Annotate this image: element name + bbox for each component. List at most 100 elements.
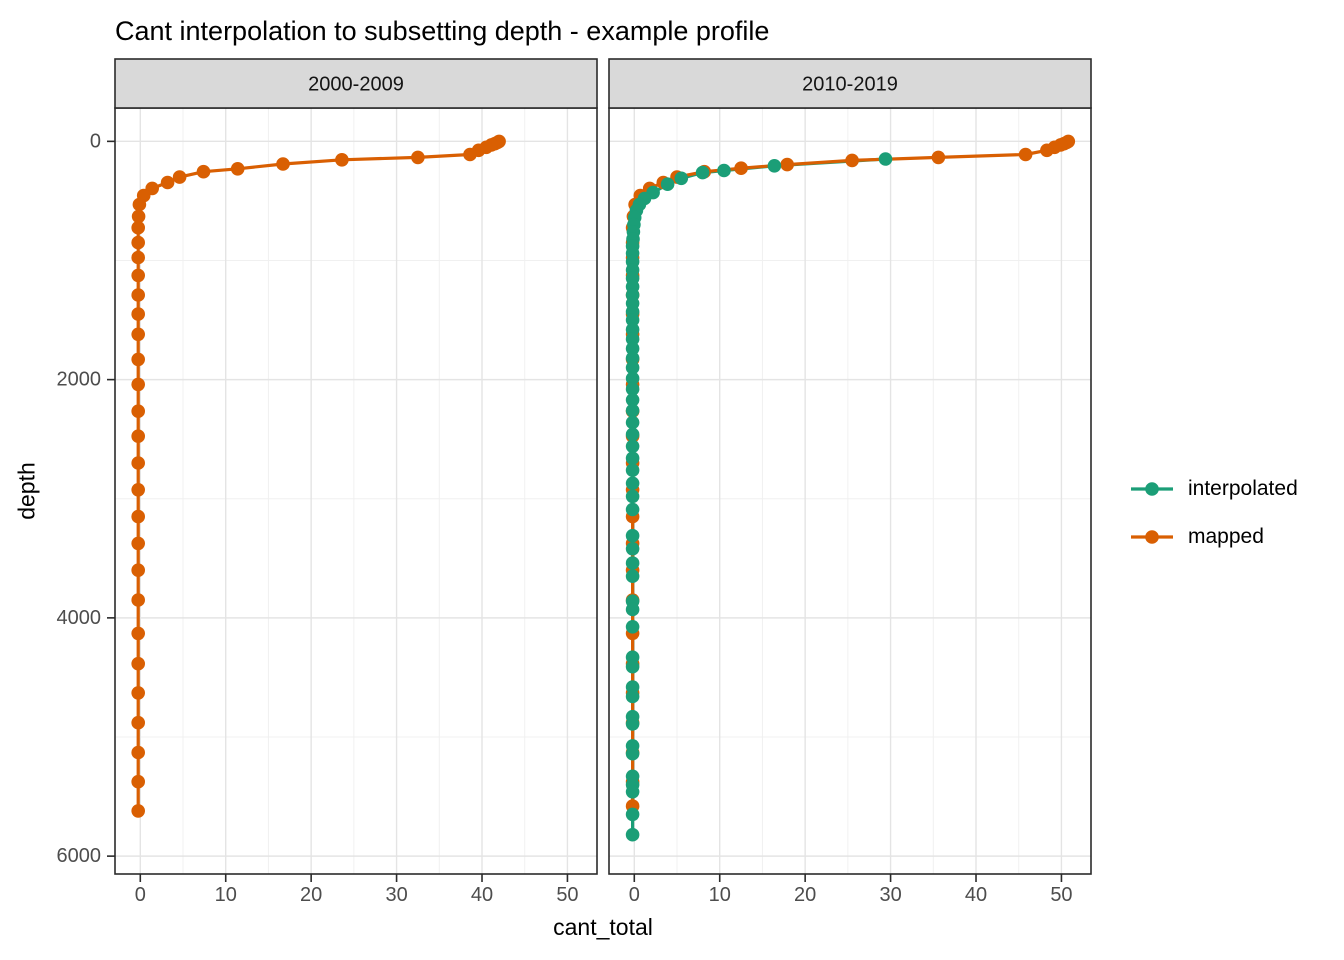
x-tick-label: 50	[1050, 884, 1072, 906]
data-point-mapped	[160, 175, 175, 190]
legend-label-interpolated: interpolated	[1188, 477, 1298, 500]
data-point-mapped	[132, 197, 147, 212]
x-tick-label: 20	[794, 884, 816, 906]
data-point-mapped	[131, 686, 145, 700]
data-point-interpolated	[625, 382, 640, 396]
data-point-mapped	[131, 250, 145, 265]
data-point-interpolated	[625, 427, 640, 442]
data-point-interpolated	[625, 502, 640, 517]
data-point-interpolated	[625, 680, 640, 694]
data-point-mapped	[131, 220, 145, 235]
data-point-mapped	[131, 429, 145, 444]
x-tick-label: 0	[135, 884, 146, 906]
data-point-mapped	[1018, 147, 1033, 162]
data-point-mapped	[131, 377, 145, 392]
data-point-interpolated	[767, 159, 782, 173]
data-point-mapped	[335, 153, 349, 167]
legend-key-interpolated-icon	[1131, 482, 1173, 496]
legend-entry-interpolated: interpolated	[1128, 465, 1298, 513]
data-point-interpolated	[625, 313, 640, 327]
data-point-interpolated	[717, 163, 731, 178]
data-point-mapped	[131, 235, 145, 250]
data-point-interpolated	[625, 322, 640, 337]
data-point-mapped	[131, 288, 145, 302]
data-point-mapped	[131, 774, 145, 789]
data-point-mapped	[131, 536, 145, 551]
x-tick-label: 0	[629, 884, 640, 906]
data-point-interpolated	[625, 393, 640, 407]
data-point-interpolated	[625, 569, 640, 583]
data-point-mapped	[780, 157, 794, 172]
data-point-interpolated	[625, 807, 640, 822]
y-tick-label: 4000	[57, 607, 102, 629]
data-point-interpolated	[625, 351, 640, 366]
data-point-mapped	[131, 656, 145, 671]
data-point-mapped	[734, 161, 748, 175]
legend: interpolated mapped	[1128, 465, 1298, 561]
data-point-mapped	[131, 268, 145, 283]
data-point-interpolated	[625, 717, 640, 731]
facet-strip	[608, 58, 1092, 109]
data-point-interpolated	[660, 177, 675, 191]
data-point-mapped	[411, 150, 425, 165]
data-point-mapped	[131, 404, 145, 419]
data-point-interpolated	[695, 165, 710, 180]
data-point-interpolated	[878, 152, 893, 166]
data-point-interpolated	[674, 171, 689, 186]
data-point-interpolated	[625, 332, 640, 346]
data-point-interpolated	[625, 659, 640, 674]
x-tick-label: 10	[709, 884, 731, 906]
data-point-interpolated	[625, 341, 640, 356]
data-point-interpolated	[625, 650, 640, 664]
data-point-mapped	[845, 153, 859, 168]
data-point-mapped	[131, 307, 145, 321]
data-point-interpolated	[625, 476, 640, 491]
y-tick-label: 2000	[57, 369, 102, 391]
y-axis-title: depth	[13, 462, 40, 520]
facet-strip	[114, 58, 598, 109]
data-point-mapped	[131, 456, 145, 470]
data-point-mapped	[131, 593, 145, 607]
data-point-interpolated	[625, 785, 640, 799]
data-point-interpolated	[625, 451, 640, 466]
data-point-interpolated	[625, 371, 640, 386]
data-point-interpolated	[625, 403, 640, 418]
data-point-interpolated	[625, 360, 640, 375]
legend-key-mapped-icon	[1131, 530, 1173, 544]
x-tick-label: 30	[385, 884, 407, 906]
x-tick-label: 10	[215, 884, 237, 906]
data-point-mapped	[131, 563, 145, 577]
data-point-mapped	[131, 209, 146, 224]
x-tick-label: 50	[556, 884, 578, 906]
data-point-mapped	[463, 147, 477, 162]
x-tick-label: 40	[965, 884, 987, 906]
data-point-interpolated	[625, 746, 640, 761]
facet-panel: 2010-2019 0 10 20 30 40 50	[608, 58, 1092, 906]
facet-panel: 2000-2009 0 10 20 30 40 50 0 2000 4000 6000	[57, 58, 598, 906]
x-tick-label: 30	[879, 884, 901, 906]
data-point-interpolated	[625, 439, 640, 454]
data-point-interpolated	[625, 463, 640, 478]
data-point-interpolated	[625, 556, 640, 570]
data-point-mapped	[131, 327, 145, 342]
data-point-mapped	[172, 170, 187, 184]
x-axis-title: cant_total	[553, 914, 653, 940]
y-tick-label: 0	[90, 130, 101, 152]
facet-strip-label: 2000-2009	[308, 74, 404, 96]
data-point-mapped	[196, 164, 211, 179]
x-tick-label: 40	[471, 884, 493, 906]
data-point-mapped	[931, 150, 946, 165]
data-point-interpolated	[625, 528, 640, 543]
data-point-interpolated	[625, 489, 640, 504]
data-point-mapped	[131, 715, 145, 730]
y-tick-label: 6000	[57, 845, 102, 867]
data-point-interpolated	[625, 620, 640, 634]
data-point-mapped	[131, 352, 145, 367]
data-point-mapped	[131, 804, 145, 818]
data-point-interpolated	[625, 542, 640, 556]
data-point-interpolated	[625, 415, 640, 430]
data-point-mapped	[131, 483, 145, 497]
legend-label-mapped: mapped	[1188, 525, 1264, 548]
data-point-interpolated	[625, 827, 640, 842]
